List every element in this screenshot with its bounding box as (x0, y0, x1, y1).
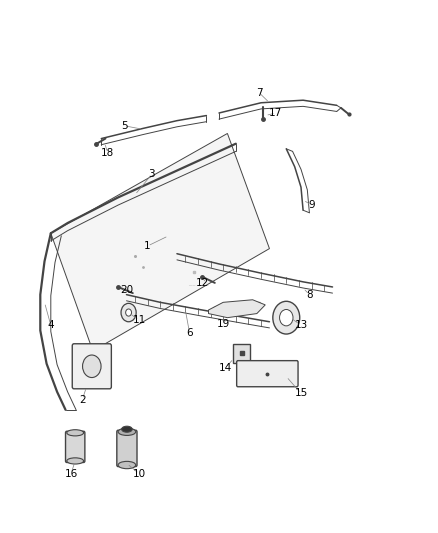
Circle shape (121, 303, 136, 322)
Circle shape (279, 310, 293, 326)
Text: 17: 17 (269, 108, 283, 118)
Ellipse shape (118, 462, 136, 469)
Ellipse shape (67, 458, 84, 464)
Text: 20: 20 (120, 285, 133, 295)
Text: 14: 14 (219, 363, 232, 373)
Ellipse shape (122, 426, 132, 432)
Circle shape (273, 301, 300, 334)
Text: 6: 6 (186, 328, 193, 338)
Text: 18: 18 (101, 148, 114, 158)
Text: 1: 1 (144, 241, 151, 251)
Text: 8: 8 (306, 289, 313, 300)
Text: 3: 3 (148, 169, 155, 180)
FancyBboxPatch shape (237, 361, 298, 387)
Text: 2: 2 (79, 394, 86, 405)
Text: 11: 11 (132, 315, 146, 325)
Polygon shape (51, 133, 269, 351)
Text: 9: 9 (308, 200, 315, 210)
Text: 15: 15 (294, 389, 307, 398)
Text: 4: 4 (47, 320, 54, 330)
Text: 12: 12 (195, 278, 209, 288)
Circle shape (126, 309, 131, 316)
Ellipse shape (118, 428, 136, 435)
Text: ─ ─ ─ ─ ─: ─ ─ ─ ─ ─ (188, 283, 208, 288)
FancyBboxPatch shape (233, 344, 250, 362)
FancyBboxPatch shape (66, 431, 85, 463)
FancyBboxPatch shape (72, 344, 111, 389)
Text: 10: 10 (133, 469, 146, 479)
Polygon shape (208, 300, 265, 318)
Ellipse shape (67, 430, 84, 436)
Text: 7: 7 (256, 87, 262, 98)
Text: 13: 13 (294, 320, 307, 330)
Circle shape (82, 355, 101, 377)
Text: 19: 19 (216, 319, 230, 329)
Text: 16: 16 (64, 469, 78, 479)
FancyBboxPatch shape (117, 430, 137, 466)
Text: 5: 5 (121, 121, 128, 131)
